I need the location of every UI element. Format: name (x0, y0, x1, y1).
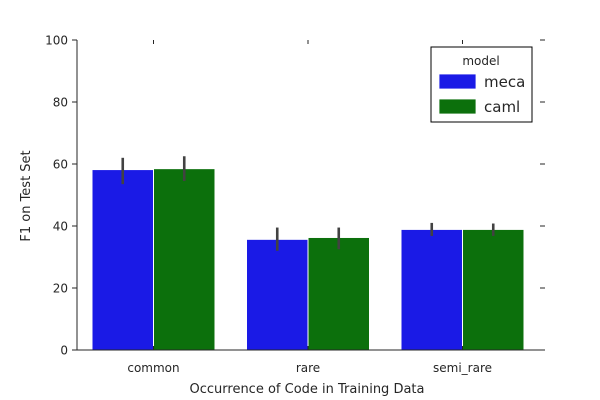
legend-label-caml: caml (484, 98, 520, 116)
x-axis-label: Occurrence of Code in Training Data (190, 382, 425, 397)
error-bars-layer (121, 156, 495, 251)
bar-meca-rare (246, 238, 309, 351)
y-tick-label-100: 100 (45, 34, 68, 48)
bar-caml-rare (307, 236, 370, 351)
legend-title: model (462, 54, 499, 68)
legend: model meca caml (430, 46, 533, 123)
y-tick-label-80: 80 (53, 96, 68, 110)
y-tick-label-40: 40 (53, 220, 68, 234)
bar-caml-semi_rare (462, 228, 525, 351)
y-tick-label-20: 20 (53, 282, 68, 296)
x-tick-label-semi_rare: semi_rare (433, 361, 492, 375)
y-tick-label-60: 60 (53, 158, 68, 172)
x-tick-label-common: common (127, 361, 179, 375)
bars-layer (91, 168, 525, 351)
legend-label-meca: meca (484, 73, 525, 91)
bar-caml-common (153, 168, 216, 351)
y-axis-label: F1 on Test Set (19, 150, 34, 241)
bar-meca-common (91, 169, 154, 351)
legend-swatch-meca (438, 73, 477, 90)
legend-swatch-caml (438, 98, 477, 115)
x-tick-label-rare: rare (296, 361, 320, 375)
bar-meca-semi_rare (400, 228, 463, 351)
ticks-layer: common rare semi_rare 0 20 40 60 80 100 (45, 34, 545, 375)
y-tick-label-0: 0 (60, 344, 68, 358)
